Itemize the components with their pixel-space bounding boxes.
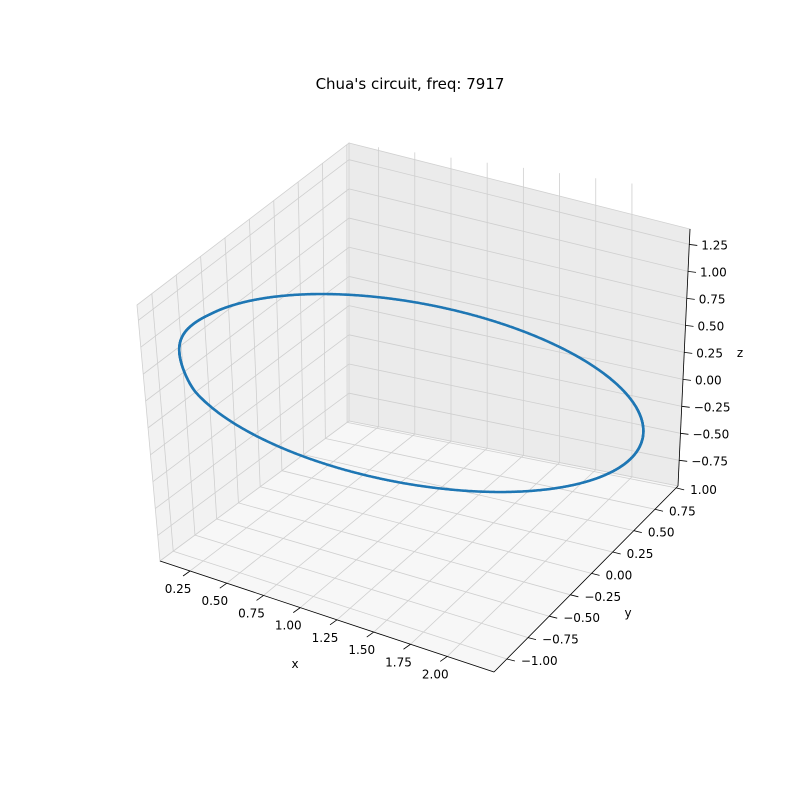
z-grid-line [348,392,680,461]
z-grid-line-left [145,246,350,402]
x-tick [329,619,338,626]
y-axis-line [493,485,679,673]
x-grid-line [300,447,488,608]
x-tick [366,631,374,638]
z-grid-line-left [152,334,350,482]
y-grid-line [260,486,592,574]
grid-lines [138,144,690,660]
x-tick [440,656,448,662]
y-tick-label: −0.25 [584,590,621,604]
y-axis-label: y [624,606,631,620]
z-grid-line [348,276,685,353]
z-tick-label: −0.75 [691,454,728,468]
z-grid-line [348,159,690,245]
y-tick-label: 0.75 [669,504,696,518]
y-grid-line [281,470,613,553]
y-tick-label: −0.75 [542,633,579,647]
chart-title: Chua's circuit, freq: 7917 [316,75,505,93]
z-tick [685,324,694,327]
z-grid-line-left [155,363,350,509]
z-grid-line-left [142,217,350,375]
axis-ticks: 0.25 0.50 0.75 1.00 1.25 1.50 1.75 2.00 −1.00 −0.… [159,228,731,681]
z-tick [680,432,689,435]
z-grid-line-left [138,159,350,321]
z-grid-line-left [150,305,350,456]
z-tick-label: 1.00 [700,265,727,279]
x-grid-line [336,455,524,621]
x-grid-line [263,440,452,596]
y-tick [549,615,558,619]
z-grid-line [348,305,684,380]
z-tick [682,378,692,381]
y-tick-label: 0.50 [648,526,675,540]
x-axis-label: x [291,657,298,671]
x-tick [182,570,191,577]
x-tick [219,582,228,589]
z-tick-label: 0.50 [698,319,725,333]
z-axis-line [677,228,691,487]
y-tick-label: 0.25 [627,547,654,561]
z-tick-label: −0.25 [694,400,731,414]
y-tick [527,637,537,640]
z-grid-line-left [147,276,350,429]
y-tick [654,508,664,512]
y-grid-line [325,438,656,510]
y-grid-line [173,550,508,660]
x-tick [403,643,411,650]
z-grid-line-left [157,392,350,536]
z-axis-label: z [737,346,743,360]
z-grid-line [348,363,681,434]
x-grid-line [446,476,633,657]
z-tick [686,297,695,300]
orbit-point [641,435,645,439]
y-tick [570,594,579,598]
x-tick-label: 2.00 [422,667,449,681]
x-tick-label: 1.75 [385,655,412,669]
y-tick-label: −0.50 [563,611,600,625]
x-tick-label: 1.00 [275,619,302,633]
z-tick [687,271,697,273]
y-tick [676,487,685,491]
z-grid-line-left [140,188,350,348]
z-tick-label: −0.50 [692,427,729,441]
z-tick-label: 0.00 [695,373,722,387]
x-grid-line [189,426,379,572]
y-tick-label: −1.00 [521,654,558,668]
y-grid-line [303,454,634,532]
z-tick [679,459,688,462]
x-grid-line [226,433,416,584]
z-grid-line [348,188,689,272]
z-grid-line [348,246,686,326]
z-tick-label: 0.75 [699,292,726,306]
z-tick [689,244,698,246]
y-grid-line [216,518,550,617]
y-tick [506,658,515,662]
x-tick-label: 1.50 [348,643,375,657]
x-tick [256,595,264,601]
y-grid-line [238,502,571,596]
z-tick [684,351,693,354]
x-tick-label: 0.50 [201,594,228,608]
x-tick-label: 0.75 [238,606,265,620]
z-tick-label: 1.25 [701,238,728,252]
y-tick-label: 1.00 [690,483,717,497]
x-axis-line [159,560,495,673]
x-tick-label: 1.25 [312,631,339,645]
x-tick-label: 0.25 [165,582,192,596]
z-grid-line [348,217,687,299]
y-grid-line [194,534,529,638]
z-tick-label: 0.25 [696,346,723,360]
x-grid-line [410,469,597,645]
x-tick [293,607,301,613]
y-grid-line [347,422,677,489]
z-tick [681,405,690,408]
y-tick-label: 0.00 [606,568,633,582]
y-tick [612,551,621,555]
y-tick [591,573,600,576]
orbit-points [177,292,645,494]
y-tick [633,530,642,534]
